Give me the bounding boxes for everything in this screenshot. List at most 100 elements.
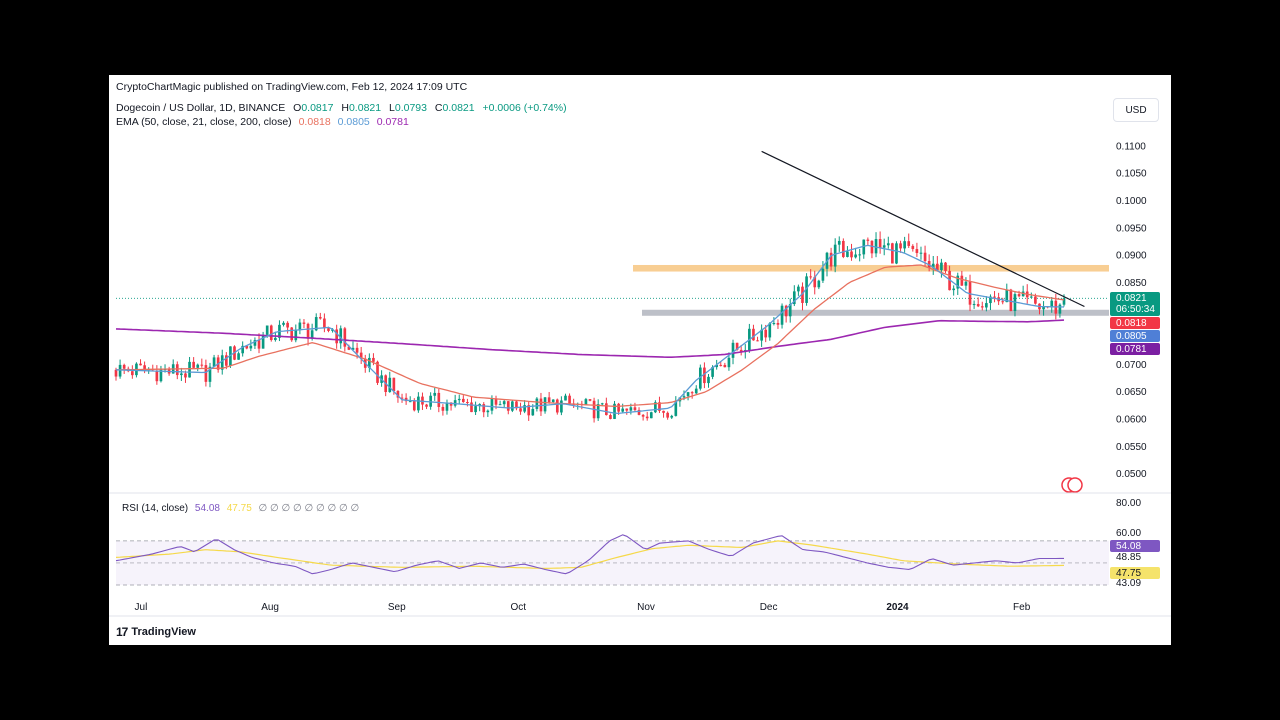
candle-body xyxy=(437,392,441,407)
candle-body xyxy=(654,402,657,413)
y-tick-label: 0.0650 xyxy=(1116,387,1147,398)
high-label: H xyxy=(341,102,349,114)
candle-body xyxy=(290,327,294,341)
candle-body xyxy=(449,402,453,406)
candle-body xyxy=(1005,289,1009,303)
y-tick-label: 0.0550 xyxy=(1116,442,1147,453)
candle-body xyxy=(788,304,792,317)
candle-body xyxy=(719,364,723,366)
candle-body xyxy=(931,263,935,268)
candle-body xyxy=(907,241,911,246)
x-tick-label: Dec xyxy=(760,602,778,613)
candle-body xyxy=(421,396,424,405)
candle-body xyxy=(784,305,788,317)
candle-body xyxy=(666,412,669,418)
tradingview-logo[interactable]: 17 TradingView xyxy=(116,625,196,639)
candle-body xyxy=(674,401,678,416)
close-label: C xyxy=(434,102,443,114)
candle-body xyxy=(237,353,240,360)
candle-body xyxy=(645,416,649,419)
candle-body xyxy=(727,357,731,368)
candle-body xyxy=(801,286,804,303)
candle-body xyxy=(470,402,473,413)
candle-body xyxy=(265,325,269,335)
candle-body xyxy=(629,407,633,411)
resistance-zone xyxy=(633,264,1109,272)
candle-body xyxy=(1009,289,1013,312)
candle-body xyxy=(196,364,200,368)
candle-body xyxy=(502,401,506,405)
candle-body xyxy=(335,329,338,344)
candle-body xyxy=(821,268,825,281)
candle-body xyxy=(519,408,522,412)
candle-body xyxy=(707,376,710,384)
candle-body xyxy=(605,403,608,416)
candle-body xyxy=(359,352,363,359)
candle-body xyxy=(482,404,486,413)
candle-body xyxy=(302,322,306,324)
candle-body xyxy=(968,281,972,305)
candle-body xyxy=(1017,294,1021,297)
candle-body xyxy=(560,400,563,413)
open-label: O xyxy=(293,102,302,114)
support-zone xyxy=(642,309,1109,316)
candle-body xyxy=(257,340,261,349)
y-tick-label: 0.1100 xyxy=(1116,141,1146,152)
y-tick-label: 0.0600 xyxy=(1116,415,1147,426)
y-tick-label: 0.1000 xyxy=(1116,196,1147,207)
candle-body xyxy=(813,276,817,288)
candle-body xyxy=(543,397,547,412)
candle-body xyxy=(527,405,531,416)
candle-body xyxy=(457,398,461,401)
candle-body xyxy=(531,408,535,416)
candle-body xyxy=(318,317,322,319)
y-tick-label: 0.0850 xyxy=(1116,278,1147,289)
y-tick-label: 0.0500 xyxy=(1116,469,1147,480)
candle-body xyxy=(923,252,927,261)
candle-body xyxy=(306,323,310,339)
candle-body xyxy=(960,275,964,286)
candle-body xyxy=(739,349,743,353)
candle-body xyxy=(298,322,302,331)
candle-body xyxy=(613,403,616,419)
candle-body xyxy=(858,254,862,256)
candle-body xyxy=(212,357,216,367)
candle-body xyxy=(249,345,253,349)
candle-body xyxy=(809,276,812,278)
ema50-tag: 0.0818 xyxy=(1110,317,1160,329)
candle-body xyxy=(204,365,208,382)
candle-body xyxy=(445,402,449,411)
candle-body xyxy=(310,330,314,339)
x-tick-label: Aug xyxy=(261,602,279,613)
publisher-line: CryptoChartMagic published on TradingVie… xyxy=(116,81,468,93)
candle-body xyxy=(895,243,898,264)
candle-body xyxy=(515,401,518,409)
candle-body xyxy=(466,401,469,403)
candle-body xyxy=(392,377,396,391)
candle-body xyxy=(551,399,555,402)
candle-body xyxy=(682,396,686,398)
candle-body xyxy=(323,318,326,329)
candle-body xyxy=(846,251,849,257)
candle-body xyxy=(523,405,526,412)
candle-body xyxy=(817,280,821,288)
candle-body xyxy=(490,398,494,411)
candle-body xyxy=(1062,298,1066,305)
countdown-value: 06:50:34 xyxy=(1116,304,1155,315)
currency-button[interactable]: USD xyxy=(1113,98,1159,122)
candle-body xyxy=(915,249,919,253)
candle-body xyxy=(1029,296,1033,298)
trendline xyxy=(761,150,1085,308)
candle-body xyxy=(735,342,739,350)
rsi-line xyxy=(115,534,1064,575)
candle-body xyxy=(220,355,224,370)
candle-body xyxy=(833,244,837,267)
rsi-axis-label: 80.00 xyxy=(1116,498,1141,509)
candle-body xyxy=(327,328,330,331)
close-value: 0.0821 xyxy=(442,102,475,114)
candle-body xyxy=(396,390,400,398)
candle-body xyxy=(711,367,714,377)
candle-body xyxy=(404,397,408,402)
candle-body xyxy=(261,334,265,349)
candle-body xyxy=(972,304,976,306)
